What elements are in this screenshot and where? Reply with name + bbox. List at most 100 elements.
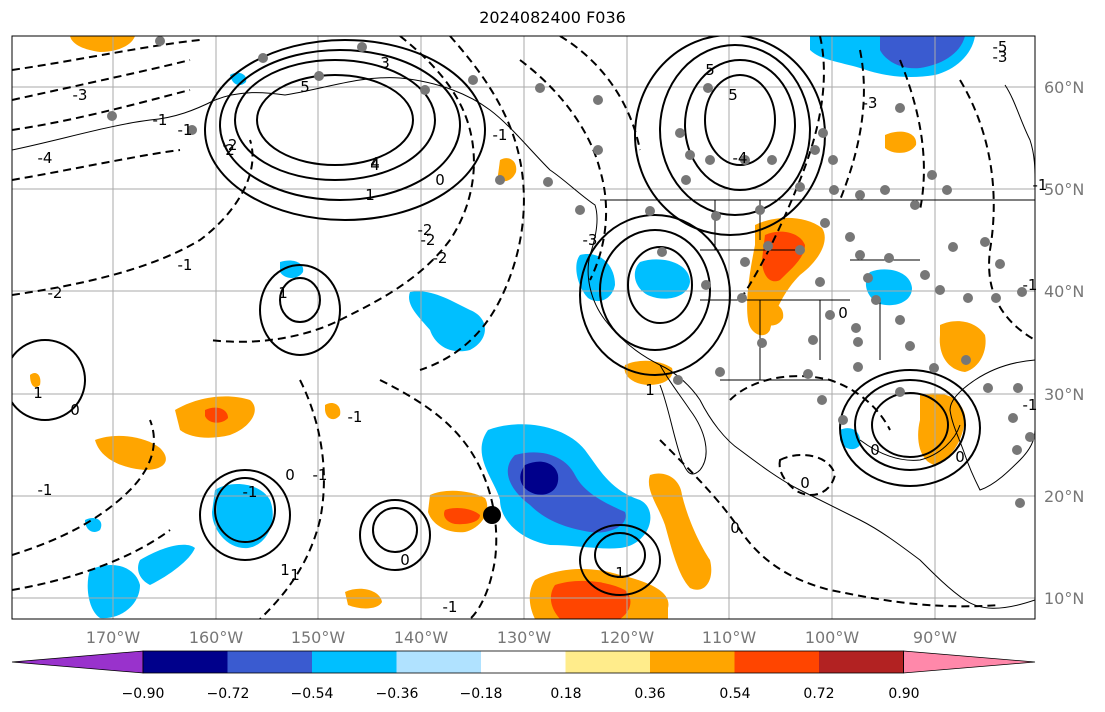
contour-label: -1 xyxy=(348,408,363,426)
contour-label: -3 xyxy=(863,94,878,112)
contour-label: -2 xyxy=(433,249,448,267)
colorbar xyxy=(11,650,1036,674)
contour-label: 0 xyxy=(800,474,810,492)
contour-label: 0 xyxy=(955,448,965,466)
colorbar-swatch xyxy=(650,651,735,673)
colorbar-swatch xyxy=(565,651,651,673)
negative-anomaly-region xyxy=(212,484,273,549)
contour-label: -3 xyxy=(583,231,598,249)
lon-tick-label: 140°W xyxy=(394,628,449,647)
lon-tick-label: 170°W xyxy=(86,628,141,647)
contour-label: 5 xyxy=(300,78,310,96)
colorbar-swatch xyxy=(396,651,482,673)
colorbar-tick-label: 0.54 xyxy=(719,686,750,702)
contour-label: -2 xyxy=(48,284,63,302)
lat-tick-label: 40°N xyxy=(1044,282,1084,301)
colorbar-swatch xyxy=(312,651,397,673)
colorbar-arrow-left xyxy=(11,650,144,674)
storm-center-marker xyxy=(483,506,501,524)
lat-tick-label: 10°N xyxy=(1044,589,1084,608)
lat-tick-label: 30°N xyxy=(1044,385,1084,404)
contour-label: -4 xyxy=(38,149,53,167)
lon-tick-label: 160°W xyxy=(189,628,244,647)
colorbar-tick-label: −0.54 xyxy=(291,686,334,702)
colorbar-tick-label: 0.90 xyxy=(888,686,919,702)
contour-label: 0 xyxy=(838,304,848,322)
contour-label: 0 xyxy=(400,551,410,569)
lon-tick-label: 90°W xyxy=(913,628,957,647)
colorbar-tick-label: 0.36 xyxy=(634,686,665,702)
lon-tick-label: 110°W xyxy=(702,628,757,647)
colorbar-tick-label: −0.72 xyxy=(207,686,250,702)
contour-label: 1 xyxy=(365,186,375,204)
negative-anomaly-peak xyxy=(520,461,559,495)
positive-anomaly-region xyxy=(760,303,784,326)
contour-label: -1 xyxy=(1023,396,1038,414)
contour-label: 1 xyxy=(645,381,655,399)
contour-label: 1 xyxy=(278,284,288,302)
contour-label: 1 xyxy=(290,566,300,584)
positive-anomaly-region xyxy=(30,373,41,388)
contour-label: -1 xyxy=(178,256,193,274)
positive-anomaly-core xyxy=(762,231,805,282)
positive-anomaly-region xyxy=(939,321,986,372)
contour-label: 4 xyxy=(370,156,380,174)
contour-label: 1 xyxy=(33,384,43,402)
contour-label: 2 xyxy=(225,141,235,159)
colorbar-arrow-right xyxy=(903,650,1036,674)
lon-tick-label: 150°W xyxy=(291,628,346,647)
lon-tick-label: 120°W xyxy=(600,628,655,647)
lon-tick-label: 100°W xyxy=(805,628,860,647)
contour-label: 0 xyxy=(70,401,80,419)
contour-label: -3 xyxy=(73,86,88,104)
colorbar-swatch xyxy=(227,651,313,673)
colorbar-swatch xyxy=(481,651,566,673)
contour-label: 0 xyxy=(285,466,295,484)
colorbar-swatch xyxy=(143,651,228,673)
contour-label: -2 xyxy=(418,221,433,239)
positive-anomaly-region xyxy=(70,36,135,52)
contour-label: 3 xyxy=(380,54,390,72)
contour-label: 1 xyxy=(615,564,625,582)
contour-label: -2 xyxy=(223,136,238,154)
contour-label: -5 xyxy=(993,38,1008,56)
map-frame xyxy=(11,35,1036,620)
contour-label: -1 xyxy=(153,111,168,129)
contour-label: -1 xyxy=(1023,276,1038,294)
contour-label: -1 xyxy=(493,126,508,144)
contour-label: -1 xyxy=(38,481,53,499)
contour-labels: 34-455-55-4-3-2-20-1-1-1-2241-3-3-2-2-11… xyxy=(33,38,1047,616)
colorbar-swatch xyxy=(734,651,820,673)
negative-contours xyxy=(12,36,1035,619)
colorbar-tick-label: −0.36 xyxy=(376,686,419,702)
positive-anomaly-region xyxy=(325,403,341,420)
contour-label: 5 xyxy=(728,86,738,104)
positive-anomaly-region xyxy=(648,473,712,590)
positive-anomaly-core xyxy=(444,507,480,525)
negative-anomaly-region xyxy=(138,544,195,585)
negative-anomaly-core xyxy=(880,36,965,69)
contour-label: 0 xyxy=(435,171,445,189)
contour-label: 4 xyxy=(370,154,380,172)
colorbar-frame xyxy=(142,650,904,674)
contour-label: -4 xyxy=(733,149,748,167)
contour-label: 0 xyxy=(730,519,740,537)
contour-label: 0 xyxy=(870,441,880,459)
contour-label: 5 xyxy=(705,61,715,79)
negative-anomaly-region xyxy=(409,291,485,352)
positive-anomaly-region xyxy=(345,588,382,609)
positive-anomaly-core xyxy=(550,580,631,619)
positive-anomaly-region xyxy=(885,131,917,153)
lon-tick-label: 130°W xyxy=(497,628,552,647)
colorbar-labels: −0.90 −0.72 −0.54 −0.36 −0.18 0.18 0.36 … xyxy=(122,686,920,702)
lat-tick-label: 60°N xyxy=(1044,78,1084,97)
contour-label: -1 xyxy=(1033,176,1048,194)
lat-tick-label: 20°N xyxy=(1044,487,1084,506)
lat-tick-label: 50°N xyxy=(1044,180,1084,199)
colorbar-tick-label: −0.18 xyxy=(460,686,503,702)
map-plot-area xyxy=(12,36,1035,619)
negative-anomaly-region xyxy=(87,565,140,619)
colorbar-tick-label: 0.72 xyxy=(803,686,834,702)
contour-label: 1 xyxy=(280,561,290,579)
